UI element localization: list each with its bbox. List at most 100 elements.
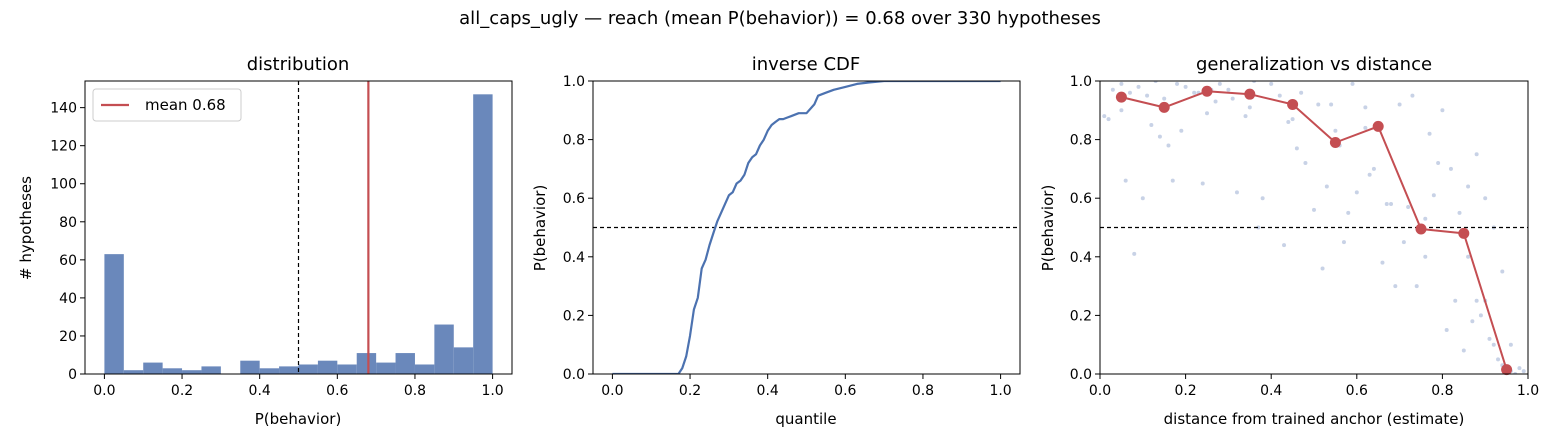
- scatter-point: [1427, 131, 1432, 136]
- inverse-cdf-xtick-label: 0.4: [757, 383, 779, 399]
- histogram-bar: [143, 362, 163, 374]
- scatter-point: [1324, 184, 1329, 189]
- scatter-point: [1461, 348, 1466, 353]
- distribution-ytick-label: 140: [50, 101, 77, 117]
- generalization-ytick-label: 0.2: [1070, 308, 1092, 324]
- histogram-bar: [201, 366, 221, 374]
- binned-mean-marker: [1329, 137, 1341, 149]
- generalization-xtick-label: 0.4: [1260, 383, 1282, 399]
- binned-mean-marker: [1158, 101, 1170, 113]
- scatter-point: [1333, 128, 1338, 133]
- scatter-point: [1517, 366, 1522, 371]
- generalization-ytick-label: 1.0: [1070, 74, 1092, 90]
- scatter-point: [1286, 120, 1291, 125]
- scatter-point: [1500, 269, 1505, 274]
- scatter-point: [1316, 102, 1321, 107]
- distribution-xlabel: P(behavior): [255, 410, 342, 428]
- scatter-point: [1123, 178, 1128, 183]
- scatter-point: [1200, 181, 1205, 186]
- legend-label: mean 0.68: [145, 96, 226, 114]
- inverse-cdf-xtick-label: 0.8: [912, 383, 934, 399]
- scatter-point: [1175, 81, 1180, 86]
- scatter-point: [1440, 108, 1445, 113]
- scatter-point: [1320, 266, 1325, 271]
- distribution-xtick-label: 0.0: [93, 383, 115, 399]
- scatter-layer: [1102, 81, 1526, 374]
- distribution-xtick-label: 0.6: [326, 383, 348, 399]
- scatter-point: [1384, 202, 1389, 207]
- inverse-cdf-xtick-label: 1.0: [989, 383, 1011, 399]
- scatter-point: [1414, 284, 1419, 289]
- scatter-point: [1183, 84, 1188, 89]
- generalization-xtick-label: 0.2: [1174, 383, 1196, 399]
- distribution-ytick-label: 120: [50, 139, 77, 155]
- scatter-point: [1110, 87, 1115, 92]
- scatter-point: [1521, 369, 1526, 374]
- scatter-point: [1444, 328, 1449, 333]
- generalization-xtick-label: 1.0: [1517, 383, 1539, 399]
- scatter-point: [1329, 102, 1334, 107]
- scatter-point: [1474, 152, 1479, 157]
- scatter-point: [1192, 90, 1197, 95]
- generalization-ytick-label: 0.8: [1070, 133, 1092, 149]
- histogram-bar: [473, 94, 493, 375]
- inverse-cdf-ylabel: P(behavior): [531, 185, 549, 272]
- histogram-bar: [240, 360, 260, 374]
- scatter-point: [1256, 225, 1261, 230]
- generalization-panel: generalization vs distance distance from…: [1039, 54, 1539, 428]
- histogram-bar: [162, 368, 183, 374]
- scatter-point: [1132, 251, 1137, 256]
- scatter-point: [1127, 90, 1132, 95]
- inverse-cdf-line: [612, 81, 1001, 374]
- binned-mean-marker: [1458, 227, 1470, 239]
- histogram-bar: [317, 360, 338, 374]
- scatter-point: [1389, 202, 1394, 207]
- scatter-point: [1487, 336, 1492, 341]
- scatter-point: [1294, 146, 1299, 151]
- scatter-point: [1496, 357, 1501, 362]
- scatter-point: [1230, 96, 1235, 101]
- histogram-bar: [434, 324, 454, 374]
- scatter-point: [1269, 81, 1274, 86]
- scatter-point: [1478, 313, 1483, 318]
- scatter-point: [1401, 240, 1406, 245]
- distribution-xtick-label: 0.8: [404, 383, 426, 399]
- scatter-point: [1243, 114, 1248, 119]
- scatter-point: [1466, 184, 1471, 189]
- histogram-bar: [298, 364, 318, 374]
- histogram-bar: [337, 364, 357, 374]
- scatter-point: [1260, 196, 1265, 201]
- generalization-ylabel: P(behavior): [1039, 185, 1057, 272]
- scatter-point: [1303, 161, 1308, 166]
- distribution-ytick-label: 80: [59, 215, 77, 231]
- generalization-xtick-label: 0.6: [1346, 383, 1368, 399]
- distribution-frame: [84, 80, 513, 375]
- scatter-point: [1491, 342, 1496, 347]
- distribution-ytick-label: 40: [59, 291, 77, 307]
- scatter-point: [1277, 93, 1282, 98]
- scatter-point: [1466, 254, 1471, 259]
- histogram-bar: [356, 353, 377, 374]
- generalization-ytick-label: 0.6: [1070, 191, 1092, 207]
- legend: mean 0.68: [92, 88, 242, 122]
- scatter-point: [1205, 111, 1209, 116]
- inverse-cdf-ytick-label: 0.4: [563, 250, 585, 266]
- scatter-point: [1470, 319, 1475, 324]
- histogram-bar: [123, 370, 144, 374]
- scatter-point: [1299, 90, 1304, 95]
- binned-mean-line: [1121, 90, 1508, 370]
- scatter-point: [1217, 81, 1222, 86]
- scatter-point: [1226, 87, 1231, 92]
- distribution-ylabel: # hypotheses: [17, 176, 35, 280]
- inverse-cdf-ytick-label: 0.0: [563, 367, 585, 383]
- binned-mean-marker: [1287, 98, 1299, 110]
- generalization-title: generalization vs distance: [1196, 54, 1432, 75]
- scatter-point: [1453, 298, 1458, 303]
- scatter-point: [1371, 166, 1376, 171]
- scatter-point: [1119, 108, 1124, 113]
- distribution-ytick-label: 20: [59, 329, 77, 345]
- scatter-point: [1448, 166, 1453, 171]
- histogram-bar: [182, 370, 202, 374]
- scatter-point: [1166, 143, 1171, 148]
- legend-box: [92, 88, 242, 122]
